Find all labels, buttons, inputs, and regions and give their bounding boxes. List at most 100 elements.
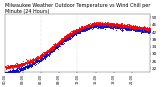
Point xyxy=(56,43,58,44)
Point xyxy=(124,27,126,28)
Point xyxy=(37,59,40,61)
Point xyxy=(89,27,91,28)
Point xyxy=(48,52,51,54)
Point xyxy=(109,26,111,27)
Point xyxy=(79,31,81,32)
Point xyxy=(106,23,108,25)
Point xyxy=(49,49,51,50)
Point xyxy=(22,63,25,64)
Point xyxy=(75,31,77,33)
Point xyxy=(21,68,24,69)
Point xyxy=(81,28,84,30)
Point xyxy=(126,28,128,29)
Point xyxy=(118,24,121,26)
Point xyxy=(17,64,20,65)
Point xyxy=(123,26,125,28)
Point xyxy=(33,59,35,61)
Point xyxy=(66,35,68,37)
Point xyxy=(141,27,143,29)
Point xyxy=(135,26,137,27)
Point xyxy=(78,29,81,31)
Point xyxy=(68,38,70,39)
Point xyxy=(23,67,26,69)
Point xyxy=(128,26,131,27)
Point xyxy=(40,58,43,60)
Point xyxy=(76,31,78,33)
Point xyxy=(123,26,125,27)
Point xyxy=(29,60,32,61)
Point xyxy=(103,22,106,24)
Point xyxy=(118,25,120,26)
Point xyxy=(27,62,29,64)
Point xyxy=(50,46,52,47)
Point xyxy=(28,60,30,62)
Point xyxy=(139,29,142,30)
Point xyxy=(92,24,94,26)
Point xyxy=(100,25,103,26)
Point xyxy=(72,34,75,35)
Point xyxy=(128,23,130,25)
Point xyxy=(61,41,63,42)
Point xyxy=(52,46,55,48)
Point xyxy=(113,24,116,25)
Point xyxy=(45,54,47,56)
Point xyxy=(92,26,94,27)
Point xyxy=(80,25,82,26)
Point xyxy=(144,29,147,31)
Point xyxy=(5,72,7,74)
Point xyxy=(93,23,96,24)
Point xyxy=(53,48,56,49)
Point xyxy=(34,58,37,60)
Point xyxy=(48,51,50,52)
Point xyxy=(86,24,89,26)
Point xyxy=(133,28,136,29)
Point xyxy=(80,28,82,29)
Point xyxy=(11,66,14,67)
Point xyxy=(55,44,57,46)
Point xyxy=(52,48,55,49)
Point xyxy=(23,64,26,65)
Point xyxy=(70,36,72,37)
Point xyxy=(110,24,112,26)
Point xyxy=(135,27,137,29)
Point xyxy=(140,29,143,31)
Point xyxy=(126,27,128,28)
Point xyxy=(13,65,16,66)
Point xyxy=(82,26,85,27)
Point xyxy=(113,24,116,26)
Point xyxy=(109,24,111,25)
Point xyxy=(100,23,103,24)
Point xyxy=(25,62,27,63)
Point xyxy=(31,64,33,65)
Point xyxy=(125,27,127,29)
Point xyxy=(144,29,146,30)
Point xyxy=(11,70,14,71)
Point xyxy=(113,25,116,26)
Point xyxy=(93,22,96,24)
Point xyxy=(40,57,43,59)
Point xyxy=(102,25,105,27)
Point xyxy=(147,28,149,29)
Point xyxy=(104,26,107,27)
Point xyxy=(116,23,119,25)
Point xyxy=(96,23,99,25)
Point xyxy=(25,61,27,63)
Point xyxy=(42,54,44,56)
Point xyxy=(32,60,34,61)
Point xyxy=(40,55,42,56)
Point xyxy=(143,27,146,28)
Point xyxy=(39,57,41,59)
Point xyxy=(12,67,14,69)
Point xyxy=(64,37,66,38)
Point xyxy=(50,50,52,52)
Point xyxy=(70,36,73,37)
Point xyxy=(6,74,8,75)
Point xyxy=(69,33,71,35)
Point xyxy=(59,39,62,40)
Point xyxy=(27,61,30,62)
Point xyxy=(19,69,21,70)
Point xyxy=(37,59,39,61)
Point xyxy=(120,27,123,28)
Point xyxy=(47,52,50,53)
Point xyxy=(8,72,11,73)
